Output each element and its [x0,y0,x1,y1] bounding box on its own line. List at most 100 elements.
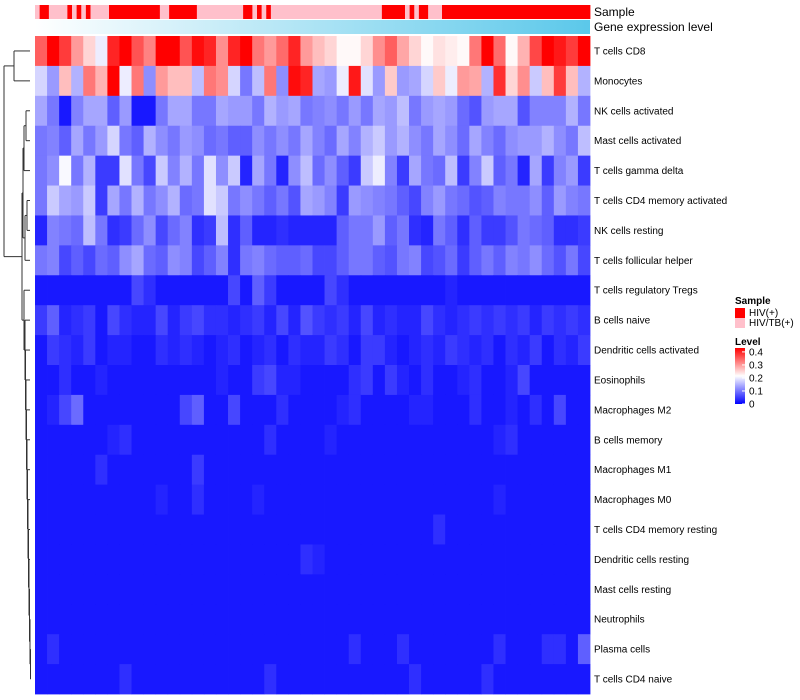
heatmap-cell [155,185,169,216]
heatmap-cell [336,604,350,635]
heatmap-cell [228,125,241,157]
heatmap-cell [517,514,531,545]
heatmap-cell [384,95,398,127]
heatmap-cell [300,305,313,336]
heatmap-cell [481,664,494,695]
heatmap-cell [95,335,108,366]
heatmap-cell [505,544,519,575]
heatmap-cell [167,365,181,396]
heatmap-cell [336,634,350,665]
heatmap-cell [396,664,410,695]
sample-annotation-cell [90,5,96,19]
heatmap-cell [372,664,386,695]
heatmap-cell [59,604,72,635]
heatmap-cell [541,305,555,336]
heatmap-cell [493,275,506,306]
heatmap-cell [493,245,506,276]
heatmap-cell [107,65,120,97]
heatmap-cell [276,65,289,97]
heatmap-cell [203,95,217,127]
heatmap-cell [324,664,338,695]
heatmap-cell [372,394,386,426]
heatmap-cell [336,544,350,575]
heatmap-cell [541,245,555,276]
heatmap-cell [240,275,253,306]
heatmap-cell [155,155,169,186]
sample-annotation-cell [141,5,147,19]
heatmap-cell [59,424,72,456]
sample-annotation-cell [580,5,586,19]
sample-annotation-cell [67,5,73,19]
heatmap-cell [445,544,458,575]
heatmap-cell [324,424,338,456]
heatmap-cell [107,514,120,545]
row-label: Neutrophils [594,615,645,626]
heatmap-cell [517,574,531,605]
row-label: Macrophages M2 [594,405,672,416]
heatmap-cell [348,305,362,336]
heatmap-cell [396,215,410,246]
heatmap-cell [336,155,350,186]
heatmap-cell [83,544,96,575]
heatmap-cell [421,36,434,67]
heatmap-cell [529,65,543,97]
heatmap-cell [565,394,579,426]
heatmap-cell [167,664,181,695]
heatmap-cell [228,245,241,276]
sample-annotation-cell [58,5,64,19]
heatmap-cell [71,95,84,127]
heatmap-cell [191,125,205,157]
heatmap-cell [372,514,386,545]
heatmap-cell [71,155,84,186]
row-label: T cells regulatory Tregs [594,286,698,297]
heatmap-cell [179,215,193,246]
heatmap-cell [493,484,506,515]
heatmap-cell [421,454,434,486]
heatmap-cell [47,634,60,665]
heatmap-cell [348,454,362,486]
heatmap-cell [565,544,579,575]
heatmap-cell [517,454,531,486]
heatmap-cell [203,155,217,186]
heatmap-cell [240,394,253,426]
heatmap-cell [191,454,205,486]
heatmap-cell [179,305,193,336]
heatmap-cell [445,514,458,545]
heatmap-cell [288,574,301,605]
heatmap-cell [469,484,482,515]
heatmap-cell [59,514,72,545]
heatmap-cell [35,484,48,515]
heatmap-cell [71,484,84,515]
heatmap-cell [409,544,422,575]
heatmap-cell [276,484,289,515]
row-labels: T cells CD8 Monocytes NK cells activated Ma… [594,46,727,685]
heatmap-cell [469,36,482,67]
heatmap-cell [191,155,205,186]
heatmap-cell [529,544,543,575]
heatmap-cell [529,634,543,665]
heatmap-cell [131,574,144,605]
heatmap-cell [131,335,144,366]
heatmap-cell [396,305,410,336]
heatmap-cell [131,155,144,186]
heatmap-cell [529,245,543,276]
sample-annotation-cell [326,5,332,19]
heatmap-cell [517,125,531,157]
heatmap-cell [529,664,543,695]
heatmap-cell [179,365,193,396]
heatmap-cell [95,215,108,246]
heatmap-cell [167,634,181,665]
heatmap-cell [215,454,229,486]
heatmap-cell [360,335,374,366]
heatmap-cell [167,275,181,306]
heatmap-cell [47,365,60,396]
heatmap-cell [469,155,482,186]
heatmap-cell [481,125,494,157]
heatmap-cell [409,125,422,157]
heatmap-cell [396,65,410,97]
sample-annotation-cell [224,5,230,19]
legend-level-colorbar [735,348,745,404]
heatmap-cell [312,335,325,366]
heatmap-cell [179,394,193,426]
heatmap-cell [469,65,482,97]
